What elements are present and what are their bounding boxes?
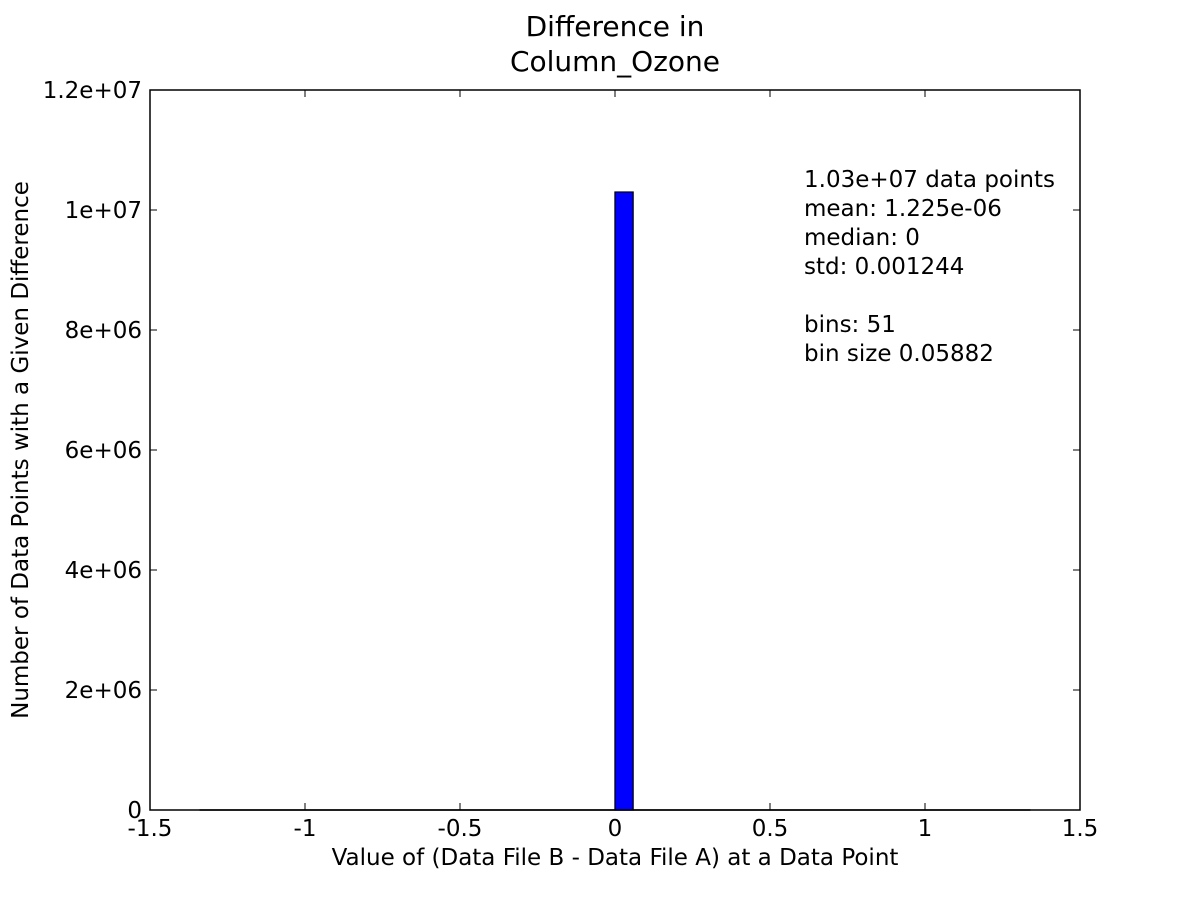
annotation-line: bins: 51 [804,312,896,338]
y-tick-label: 4e+06 [65,558,142,584]
x-tick-label: 0.5 [752,816,789,842]
annotation-line: median: 0 [804,225,920,251]
x-tick-label: -0.5 [438,816,483,842]
x-axis-label: Value of (Data File B - Data File A) at … [332,845,899,871]
annotation-line: mean: 1.225e-06 [804,196,1002,222]
x-tick-label: 0 [608,816,623,842]
y-tick-label: 2e+06 [65,678,142,704]
x-tick-label: -1.5 [128,816,173,842]
x-tick-label: 1 [918,816,933,842]
y-axis-ticks: 0 2e+06 4e+06 6e+06 8e+06 1e+07 1.2e+07 [43,78,1080,824]
x-axis-ticks: -1.5 -1 -0.5 0 0.5 1 1.5 [128,90,1099,842]
y-tick-label: 1e+07 [65,198,142,224]
chart-title-line-2: Column_Ozone [510,45,720,78]
y-tick-label: 6e+06 [65,438,142,464]
y-tick-label: 0 [127,798,142,824]
x-tick-label: 1.5 [1062,816,1099,842]
chart-title: Difference in Column_Ozone [510,10,720,78]
bars-layer [199,191,1031,811]
y-axis-label: Number of Data Points with a Given Diffe… [8,181,34,719]
chart-title-line-1: Difference in [526,10,705,43]
histogram-bar [614,191,634,811]
annotation-line: std: 0.001244 [804,254,964,280]
annotation-line: bin size 0.05882 [804,341,994,367]
y-tick-label: 8e+06 [65,318,142,344]
stats-annotation: 1.03e+07 data points mean: 1.225e-06 media… [804,167,1055,367]
x-tick-label: -1 [294,816,317,842]
annotation-line: 1.03e+07 data points [804,167,1055,193]
y-tick-label: 1.2e+07 [43,78,142,104]
